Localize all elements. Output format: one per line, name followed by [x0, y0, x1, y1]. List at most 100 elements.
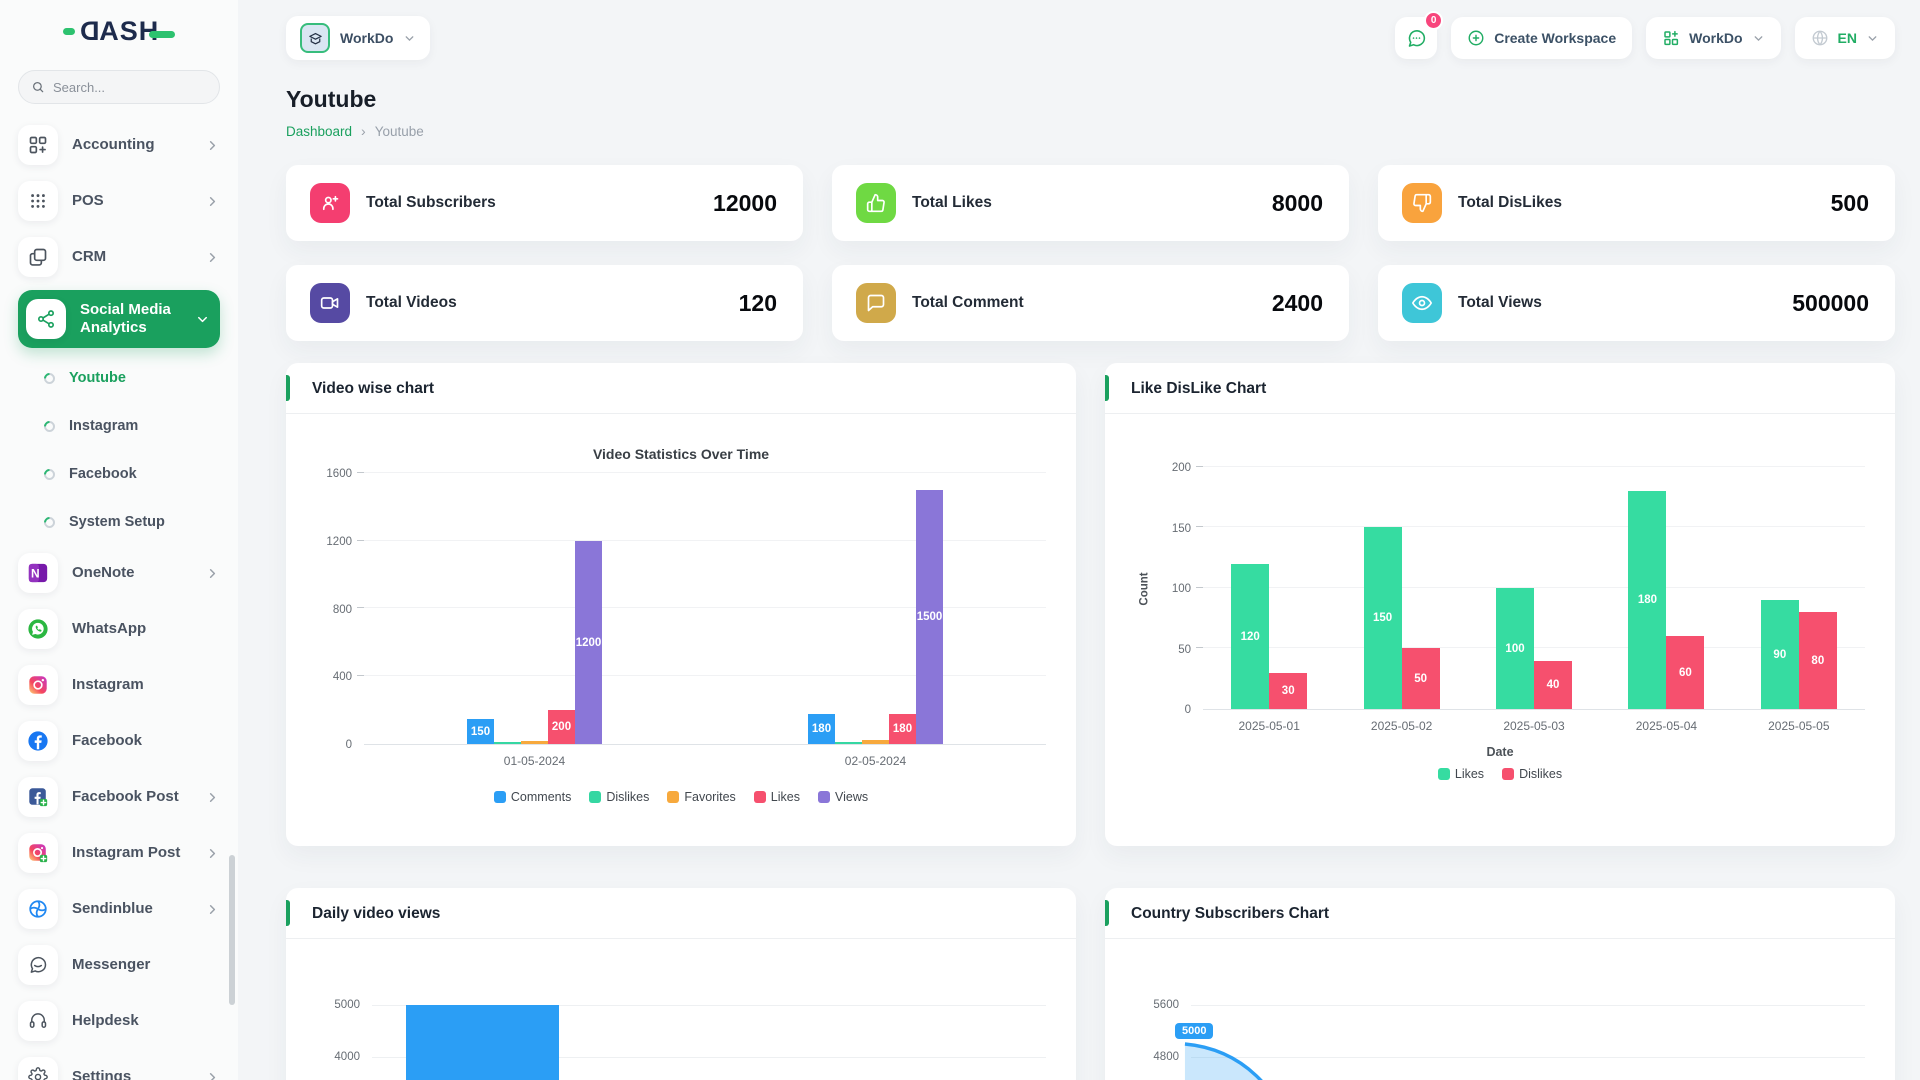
sidebar-item-settings[interactable]: Settings: [18, 1054, 220, 1080]
x-tick-label: 2025-05-02: [1370, 719, 1433, 733]
sidebar-item-pos[interactable]: POS: [18, 178, 220, 224]
chevron-down-icon: [1752, 32, 1765, 45]
onenote-icon: N: [18, 553, 58, 593]
sidebar-item-accounting[interactable]: Accounting: [18, 122, 220, 168]
sidebar-scrollbar[interactable]: [229, 855, 235, 1005]
y-tick-label: 100: [1171, 583, 1191, 595]
sidebar-item-onenote[interactable]: N OneNote: [18, 550, 220, 596]
chevron-down-icon: [403, 32, 416, 45]
chevron-right-icon: [205, 250, 220, 265]
search-icon: [32, 81, 44, 93]
y-tick-label: 1600: [326, 468, 352, 480]
create-workspace-button[interactable]: Create Workspace: [1451, 17, 1633, 59]
x-tick-label: 2025-05-01: [1238, 719, 1300, 733]
stat-card-total-videos: Total Videos 120: [286, 265, 803, 341]
eye-icon: [1402, 283, 1442, 323]
bar-likes: 200: [548, 710, 575, 744]
sidebar-subitem-facebook[interactable]: Facebook: [30, 454, 220, 494]
sidebar-item-label: WhatsApp: [72, 620, 147, 637]
y-tick-label: 50: [1178, 643, 1191, 656]
bar-favorites: [862, 740, 889, 744]
sidebar-item-label: OneNote: [72, 564, 135, 581]
subscribers-line: [1184, 1042, 1263, 1080]
workspace-icon: [300, 23, 330, 53]
page-title: Youtube: [286, 86, 377, 112]
breadcrumb-link-dashboard[interactable]: Dashboard: [286, 123, 353, 139]
chevron-down-icon: [195, 312, 210, 327]
sidebar-item-sendinblue[interactable]: Sendinblue: [18, 886, 220, 932]
sidebar-subitem-youtube[interactable]: Youtube: [30, 358, 220, 398]
bar-comments: 180: [808, 714, 835, 744]
sidebar-item-label: Settings: [72, 1068, 132, 1080]
charts-row-bottom: Daily video views 5000 4000 Country Subsc…: [286, 888, 1895, 1080]
legend-swatch: [1502, 768, 1515, 780]
sidebar-item-label: Helpdesk: [72, 1012, 139, 1029]
y-tick-label: 5000: [334, 999, 360, 1011]
legend-item-views[interactable]: Views: [817, 790, 868, 804]
instagram-post-icon: [18, 833, 58, 873]
logo-text: DASH: [78, 15, 160, 46]
user-plus-icon: [310, 183, 350, 223]
crm-icon: [18, 237, 58, 277]
sidebar-item-helpdesk[interactable]: Helpdesk: [18, 998, 220, 1044]
main-content: WorkDo 0 Create Workspace WorkDo: [238, 0, 1920, 1080]
like-dislike-chart-card: Like DisLike Chart Count 0 50 100 150 200 120 3…: [1105, 363, 1895, 846]
bar-views: 1500: [916, 490, 943, 744]
daily-video-views-card: Daily video views 5000 4000: [286, 888, 1076, 1080]
y-tick-label: 800: [332, 603, 352, 616]
workspace-selector[interactable]: WorkDo: [286, 16, 431, 60]
workspace-name: WorkDo: [340, 30, 394, 46]
stats-grid: Total Subscribers 12000 Total Likes 8000 Tot…: [286, 165, 1895, 341]
breadcrumb: Dashboard › Youtube: [286, 123, 1895, 139]
chevron-right-icon: [205, 846, 220, 861]
y-tick-label: 0: [345, 739, 352, 751]
legend-item-likes[interactable]: Likes: [753, 790, 800, 804]
legend-swatch: [589, 791, 602, 803]
pos-icon: [18, 181, 58, 221]
gridline: [357, 540, 1046, 541]
sidebar-item-label: POS: [72, 192, 104, 209]
facebook-post-icon: [18, 777, 58, 817]
card-title: Country Subscribers Chart: [1105, 888, 1895, 939]
legend-item-dislikes[interactable]: Dislikes: [589, 790, 649, 804]
y-tick-label: 4000: [334, 1051, 360, 1063]
bar-group: 120 30: [1203, 468, 1335, 709]
chevron-right-icon: [205, 902, 220, 917]
sidebar-subitem-system-setup[interactable]: System Setup: [30, 502, 220, 542]
svg-text:N: N: [31, 567, 40, 581]
y-tick-label: 1200: [326, 535, 352, 548]
sidebar-item-whatsapp[interactable]: WhatsApp: [18, 606, 220, 652]
bar-dislikes: 50: [1401, 648, 1440, 709]
legend-item-comments[interactable]: Comments: [493, 790, 571, 804]
x-tick-label: 02-05-2024: [844, 754, 907, 768]
sidebar-item-crm[interactable]: CRM: [18, 234, 220, 280]
chevron-right-icon: [205, 1070, 220, 1080]
legend-item-likes[interactable]: Likes: [1437, 767, 1484, 781]
messages-button[interactable]: 0: [1395, 11, 1444, 59]
chart-title: Video Statistics Over Time: [592, 446, 770, 462]
sidebar-item-social-media-analytics[interactable]: Social Media Analytics: [18, 290, 220, 348]
y-axis-title: Count: [1139, 572, 1151, 606]
bar-value-label: 80: [1811, 654, 1825, 667]
legend-item-dislikes[interactable]: Dislikes: [1502, 767, 1562, 781]
search-input[interactable]: [53, 79, 207, 95]
bullet-icon: [41, 466, 58, 482]
chart-legend: Comments Dislikes Favorites Likes Views: [316, 790, 1046, 804]
language-selector[interactable]: EN: [1794, 17, 1895, 59]
bar-likes: 100: [1496, 588, 1535, 709]
workspace-switcher-button[interactable]: WorkDo: [1646, 17, 1781, 59]
sidebar-item-instagram-post[interactable]: Instagram Post: [18, 830, 220, 876]
card-title: Daily video views: [286, 888, 1076, 939]
sidebar-item-messenger[interactable]: Messenger: [18, 942, 220, 988]
sidebar-subitem-instagram[interactable]: Instagram: [30, 406, 220, 446]
bar-dislikes: 80: [1798, 612, 1837, 709]
sidebar-item-facebook-post[interactable]: Facebook Post: [18, 774, 220, 820]
app-logo[interactable]: DASH: [18, 0, 220, 62]
sidebar-item-instagram[interactable]: Instagram: [18, 662, 220, 708]
gridline: [1196, 526, 1865, 527]
bar-value-label: 60: [1679, 666, 1692, 679]
sidebar-item-facebook[interactable]: Facebook: [18, 718, 220, 764]
stat-card-total-likes: Total Likes 8000: [832, 165, 1349, 241]
chevron-right-icon: [205, 194, 220, 209]
legend-item-favorites[interactable]: Favorites: [667, 790, 736, 804]
